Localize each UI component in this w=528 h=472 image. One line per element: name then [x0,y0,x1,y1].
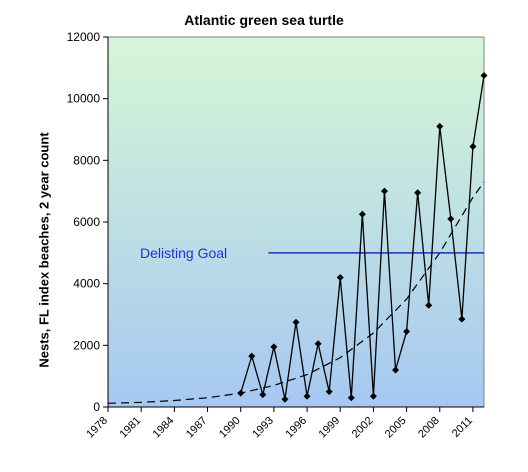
x-tick-label: 1999 [317,415,343,441]
data-point-marker [259,391,267,399]
data-point-marker [292,318,300,326]
x-tick-label: 1978 [84,415,110,441]
y-tick-label: 2000 [73,338,100,352]
data-point-marker [270,343,278,351]
y-tick-label: 10000 [67,92,101,106]
data-point-marker [237,389,245,397]
data-point-marker [425,301,433,309]
x-tick-label: 1987 [184,415,210,441]
chart-title: Atlantic green sea turtle [184,12,344,28]
data-point-marker [325,388,333,396]
data-point-marker [392,366,400,374]
y-tick-label: 6000 [73,215,100,229]
x-tick-label: 1993 [250,415,276,441]
data-point-marker [380,187,388,195]
data-point-marker [458,315,466,323]
data-point-marker [480,72,488,80]
data-point-marker [358,210,366,218]
x-tick-label: 1984 [151,415,177,441]
data-point-marker [447,215,455,223]
data-point-marker [314,340,322,348]
data-point-marker [414,189,422,197]
x-tick-label: 2002 [350,415,376,441]
x-tick-label: 2005 [383,415,409,441]
data-point-marker [281,395,289,403]
delisting-goal-label: Delisting Goal [140,245,227,261]
data-point-marker [303,392,311,400]
x-tick-label: 2008 [416,415,442,441]
data-point-marker [347,394,355,402]
plot-background [107,36,485,408]
x-tick-label: 2011 [450,415,475,440]
x-tick-label: 1996 [283,415,309,441]
y-tick-label: 4000 [73,277,100,291]
data-point-marker [248,352,256,360]
trend-line [107,181,485,404]
y-tick-label: 8000 [73,153,100,167]
data-point-marker [336,274,344,281]
y-tick-label: 0 [93,400,100,414]
x-tick-label: 1990 [217,415,243,441]
data-point-marker [369,392,377,400]
data-point-marker [469,142,477,150]
x-tick-label: 1981 [117,415,143,441]
data-point-marker [436,122,444,130]
y-tick-label: 12000 [67,30,101,44]
data-point-marker [403,327,411,335]
